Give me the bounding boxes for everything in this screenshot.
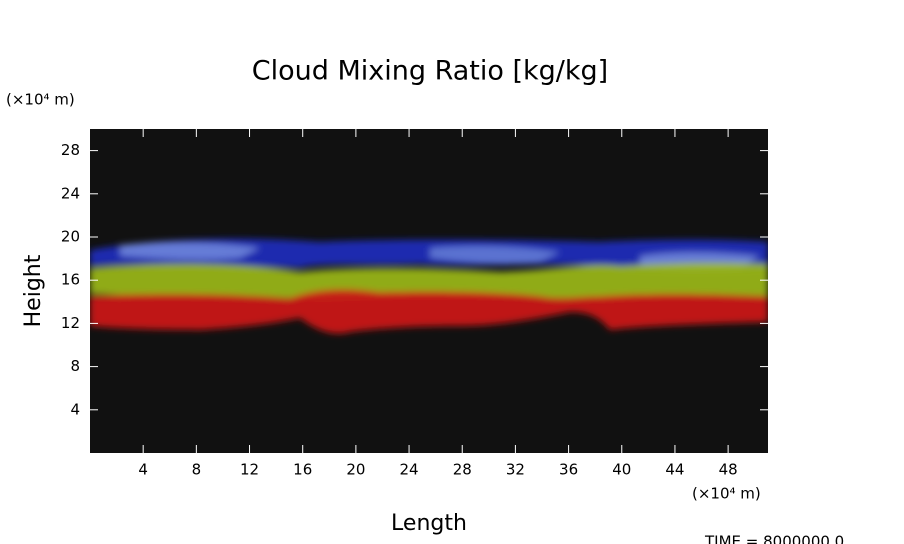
x-tick-label: 48 xyxy=(719,461,738,479)
x-tick-label: 36 xyxy=(559,461,578,479)
x-tick-label: 40 xyxy=(612,461,631,479)
y-tick-label: 16 xyxy=(61,271,80,289)
y-axis-label: Height xyxy=(21,254,46,327)
x-tick-label: 32 xyxy=(506,461,525,479)
footer: TIME = 8000000.0 xyxy=(704,533,844,544)
x-tick-label: 8 xyxy=(192,461,202,479)
x-tick-label: 12 xyxy=(240,461,259,479)
x-unit: (×10⁴ m) xyxy=(692,485,761,503)
y-tick-label: 28 xyxy=(61,141,80,159)
x-tick-label: 44 xyxy=(665,461,684,479)
x-tick-label: 24 xyxy=(400,461,419,479)
y-tick-label: 12 xyxy=(61,314,80,332)
y-unit: (×10⁴ m) xyxy=(6,91,75,109)
x-tick-label: 20 xyxy=(346,461,365,479)
x-tick-label: 4 xyxy=(138,461,148,479)
cloud-field xyxy=(90,238,768,334)
y-tick-label: 20 xyxy=(61,228,80,246)
x-tick-label: 28 xyxy=(453,461,472,479)
x-axis-label: Length xyxy=(391,511,467,536)
chart-title: Cloud Mixing Ratio [kg/kg] xyxy=(252,56,608,87)
y-tick-label: 24 xyxy=(61,184,80,202)
y-tick-label: 8 xyxy=(70,357,80,375)
x-tick-label: 16 xyxy=(293,461,312,479)
y-tick-label: 4 xyxy=(70,400,80,418)
